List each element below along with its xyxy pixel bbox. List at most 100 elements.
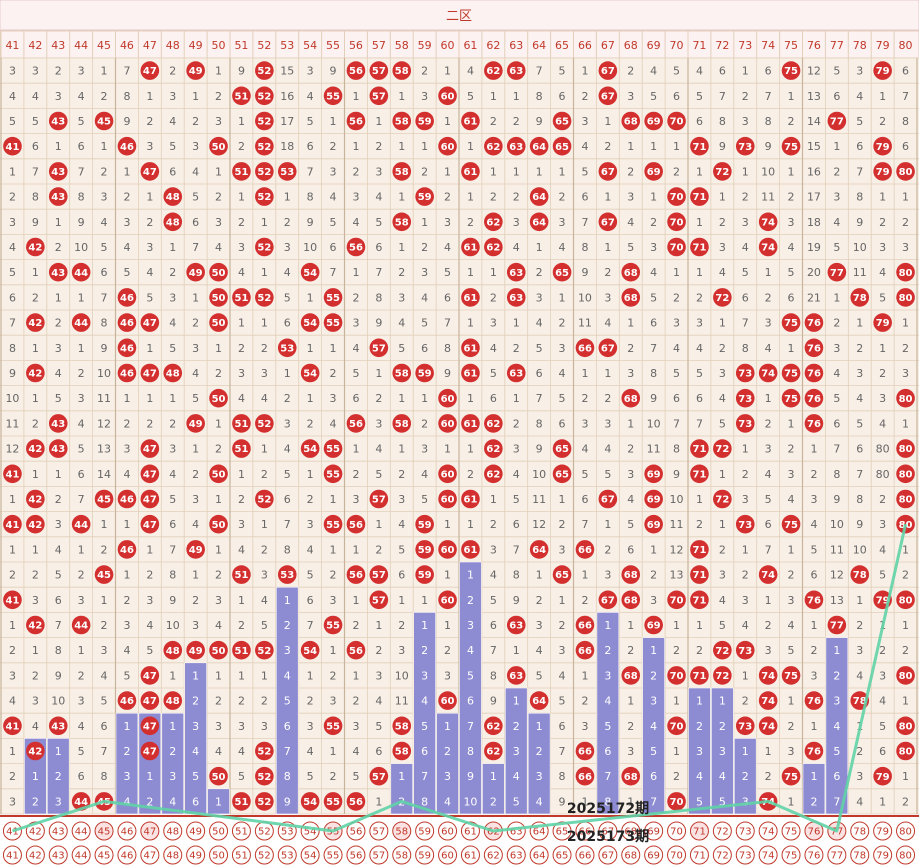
column-header-79: 79 — [876, 39, 890, 52]
omission-value: 2 — [513, 720, 520, 733]
omission-value: 3 — [261, 367, 268, 380]
hit-ball — [484, 716, 503, 736]
hit-ball-number: 60 — [441, 696, 455, 707]
footer-ball-number: 79 — [876, 827, 889, 838]
footer-ball-number: 68 — [624, 827, 637, 838]
omission-value: 3 — [513, 216, 520, 229]
omission-value: 3 — [101, 644, 108, 657]
hit-ball — [392, 363, 412, 383]
omission-value: 2 — [581, 695, 588, 708]
footer-ball — [415, 821, 435, 841]
hit-ball — [506, 666, 526, 685]
omission-value: 6 — [833, 417, 840, 430]
omission-value: 4 — [261, 392, 268, 405]
omission-value: 2 — [719, 720, 726, 733]
omission-value: 2 — [627, 720, 634, 733]
hit-ball — [575, 741, 595, 761]
hit-ball — [323, 86, 343, 106]
omission-value: 2 — [375, 543, 382, 556]
omission-value: 9 — [32, 216, 39, 229]
hit-ball-number: 52 — [257, 495, 271, 506]
omission-value: 4 — [650, 720, 657, 733]
omission-value: 4 — [169, 795, 176, 808]
omission-value: 3 — [169, 770, 176, 783]
column-header-47: 47 — [143, 39, 157, 52]
omission-value: 7 — [696, 417, 703, 430]
footer-ball — [644, 845, 664, 865]
omission-value: 5 — [719, 417, 726, 430]
hit-ball — [896, 590, 915, 610]
hit-ball-number: 68 — [624, 595, 638, 606]
hit-ball-number: 51 — [234, 797, 248, 808]
omission-value: 1 — [78, 342, 85, 355]
hit-ball — [117, 489, 137, 509]
omission-value: 5 — [467, 90, 474, 103]
hit-ball — [48, 187, 68, 206]
hit-ball — [896, 741, 915, 761]
hit-ball-number: 42 — [28, 318, 42, 329]
omission-value: 8 — [673, 443, 680, 456]
omission-value: 1 — [215, 165, 222, 178]
omission-value: 5 — [261, 619, 268, 632]
omission-value: 2 — [810, 644, 817, 657]
omission-value: 5 — [513, 795, 520, 808]
hit-ball — [255, 136, 274, 156]
hit-ball-number: 61 — [463, 293, 477, 304]
hit-ball — [163, 363, 183, 383]
omission-value: 1 — [55, 140, 62, 153]
omission-value: 1 — [352, 443, 359, 456]
omission-bar-46 — [115, 712, 139, 815]
omission-value: 1 — [444, 165, 451, 178]
omission-value: 14 — [97, 468, 111, 481]
omission-value: 5 — [169, 140, 176, 153]
hit-ball-number: 57 — [372, 595, 386, 606]
omission-value: 10 — [578, 291, 592, 304]
omission-value: 4 — [559, 367, 566, 380]
hit-ball — [300, 439, 320, 458]
omission-value: 13 — [670, 569, 684, 582]
omission-value: 2 — [696, 644, 703, 657]
omission-value: 5 — [78, 745, 85, 758]
omission-value: 2 — [375, 392, 382, 405]
footer-ball-number: 65 — [556, 851, 569, 862]
hit-ball-number: 71 — [692, 192, 706, 203]
hit-ball-number: 79 — [876, 142, 890, 153]
omission-value: 3 — [696, 745, 703, 758]
omission-value: 7 — [650, 795, 657, 808]
omission-value: 3 — [742, 594, 749, 607]
hit-ball — [896, 666, 915, 685]
omission-value: 80 — [876, 443, 890, 456]
column-header-56: 56 — [349, 39, 363, 52]
hit-ball — [438, 489, 457, 509]
omission-value: 2 — [101, 90, 108, 103]
title-bar-bg — [0, 0, 919, 31]
omission-value: 11 — [578, 317, 592, 330]
footer-ball-number: 51 — [235, 851, 248, 862]
omission-value: 8 — [902, 115, 909, 128]
hit-ball — [850, 565, 870, 584]
omission-value: 3 — [742, 493, 749, 506]
hit-ball-number: 68 — [624, 117, 638, 128]
omission-value: 4 — [765, 468, 772, 481]
hit-ball — [369, 489, 389, 509]
footer-ball-number: 54 — [304, 851, 317, 862]
omission-value: 1 — [696, 266, 703, 279]
omission-value: 1 — [833, 140, 840, 153]
omission-value: 4 — [650, 266, 657, 279]
omission-value: 4 — [192, 518, 199, 531]
footer-ball — [254, 845, 274, 865]
omission-value: 7 — [513, 543, 520, 556]
omission-value: 2 — [32, 291, 39, 304]
footer-ball — [667, 821, 687, 841]
omission-value: 1 — [101, 594, 108, 607]
hit-ball-number: 76 — [807, 343, 821, 354]
omission-value: 1 — [352, 669, 359, 682]
omission-value: 3 — [604, 291, 611, 304]
hit-ball — [713, 666, 732, 685]
footer-ball — [48, 845, 68, 865]
footer-ball — [186, 821, 206, 841]
omission-value: 4 — [833, 216, 840, 229]
hit-ball-number: 48 — [166, 696, 180, 707]
trend-lines — [11, 523, 908, 833]
omission-value: 1 — [490, 493, 497, 506]
